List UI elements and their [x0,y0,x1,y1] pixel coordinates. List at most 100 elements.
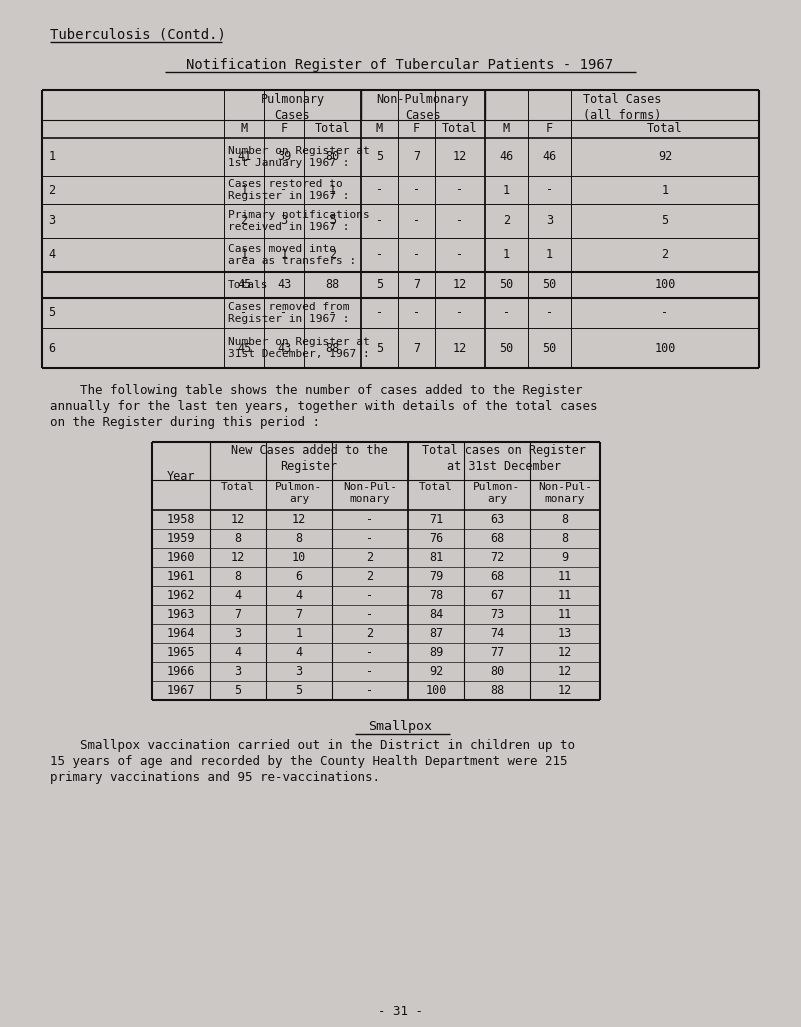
Text: F: F [546,122,553,135]
Text: 1: 1 [503,249,510,262]
Text: 12: 12 [557,665,572,678]
Text: 45: 45 [237,278,252,292]
Text: 1: 1 [48,151,55,163]
Text: New Cases added to the
Register: New Cases added to the Register [231,444,388,473]
Text: 1: 1 [503,184,510,196]
Text: 1: 1 [280,249,288,262]
Text: 79: 79 [429,570,443,583]
Text: 5: 5 [235,684,242,697]
Text: -: - [366,532,373,545]
Text: Notification Register of Tubercular Patients - 1967: Notification Register of Tubercular Pati… [187,58,614,72]
Text: 11: 11 [557,608,572,621]
Text: Cases removed from
Register in 1967 :: Cases removed from Register in 1967 : [228,302,349,325]
Text: -: - [366,608,373,621]
Text: 5: 5 [296,684,303,697]
Text: Number on Register at
1st January 1967 :: Number on Register at 1st January 1967 : [228,146,370,168]
Text: 12: 12 [557,684,572,697]
Text: 88: 88 [325,278,340,292]
Text: 10: 10 [292,551,306,564]
Text: 2: 2 [366,551,373,564]
Text: -: - [413,306,420,319]
Text: 71: 71 [429,514,443,526]
Text: M: M [376,122,383,135]
Text: Smallpox: Smallpox [368,720,432,733]
Text: 80: 80 [325,151,340,163]
Text: 3: 3 [546,215,553,228]
Text: 39: 39 [277,151,291,163]
Text: -: - [366,665,373,678]
Text: 4: 4 [235,589,242,602]
Text: 4: 4 [235,646,242,659]
Text: 50: 50 [542,278,557,292]
Text: -: - [457,215,464,228]
Text: 5: 5 [376,278,383,292]
Text: 13: 13 [557,627,572,640]
Text: 3: 3 [235,627,242,640]
Text: 2: 2 [366,570,373,583]
Text: 1962: 1962 [167,589,195,602]
Text: 76: 76 [429,532,443,545]
Text: 5: 5 [376,342,383,354]
Text: 12: 12 [453,151,467,163]
Text: 12: 12 [453,278,467,292]
Text: 88: 88 [490,684,504,697]
Text: Total cases on Register
at 31st December: Total cases on Register at 31st December [422,444,586,473]
Text: 2: 2 [503,215,510,228]
Text: 1967: 1967 [167,684,195,697]
Text: The following table shows the number of cases added to the Register
annually for: The following table shows the number of … [50,384,598,429]
Text: 73: 73 [490,608,504,621]
Text: 68: 68 [490,532,504,545]
Text: 7: 7 [413,278,420,292]
Text: Total: Total [221,482,255,492]
Text: M: M [503,122,510,135]
Text: Non-Pul-
monary: Non-Pul- monary [538,482,592,504]
Text: 8: 8 [235,532,242,545]
Text: -: - [280,306,288,319]
Text: 2: 2 [329,249,336,262]
Text: Smallpox vaccination carried out in the District in children up to
15 years of a: Smallpox vaccination carried out in the … [50,739,575,784]
Text: 1966: 1966 [167,665,195,678]
Text: Primary notifications
received in 1967 :: Primary notifications received in 1967 : [228,210,370,232]
Text: -: - [413,184,420,196]
Text: Cases moved into
area as transfers :: Cases moved into area as transfers : [228,243,356,266]
Text: 6: 6 [48,342,55,354]
Text: 1965: 1965 [167,646,195,659]
Text: Total Cases
(all forms): Total Cases (all forms) [583,93,661,122]
Text: Totals: Totals [228,280,268,290]
Text: Number on Register at
31st December, 1967 :: Number on Register at 31st December, 196… [228,337,370,359]
Text: -: - [413,249,420,262]
Text: 46: 46 [499,151,513,163]
Text: -: - [366,646,373,659]
Text: 4: 4 [296,589,303,602]
Text: 2: 2 [662,249,669,262]
Text: 3: 3 [235,665,242,678]
Text: 1959: 1959 [167,532,195,545]
Text: 1: 1 [240,249,248,262]
Text: 74: 74 [490,627,504,640]
Text: -: - [366,684,373,697]
Text: 1: 1 [240,184,248,196]
Text: 89: 89 [429,646,443,659]
Text: 5: 5 [662,215,669,228]
Text: 1: 1 [662,184,669,196]
Text: Total: Total [419,482,453,492]
Text: -: - [366,514,373,526]
Text: 45: 45 [237,342,252,354]
Text: 100: 100 [654,342,676,354]
Text: Non-Pul-
monary: Non-Pul- monary [343,482,397,504]
Text: 84: 84 [429,608,443,621]
Text: Total: Total [315,122,350,135]
Text: 41: 41 [237,151,252,163]
Text: 92: 92 [658,151,672,163]
Text: 100: 100 [425,684,447,697]
Text: -: - [457,306,464,319]
Text: Total: Total [442,122,478,135]
Text: Total: Total [647,122,682,135]
Text: Pulmon-
ary: Pulmon- ary [276,482,323,504]
Text: 2: 2 [366,627,373,640]
Text: -: - [503,306,510,319]
Text: 68: 68 [490,570,504,583]
Text: 43: 43 [277,278,291,292]
Text: -: - [457,184,464,196]
Text: 50: 50 [499,278,513,292]
